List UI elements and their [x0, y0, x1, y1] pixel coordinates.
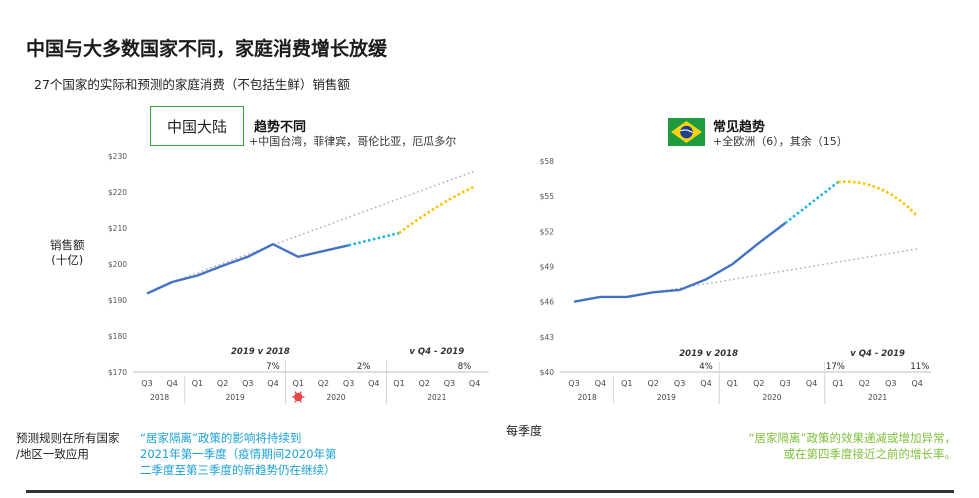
chart1-x-tick-label: Q3	[242, 379, 253, 388]
chart2-forecast-series-line	[837, 180, 919, 217]
chart2-y-tick-label: $52	[540, 227, 555, 236]
chart1-x-tick-label: Q2	[419, 379, 430, 388]
note-mid-line1: “居家隔离”政策的影响将持续到	[140, 431, 302, 445]
chart2-y-tick-label: $49	[540, 263, 555, 272]
chart1-x-tick-label: Q2	[217, 379, 228, 388]
virus-icon-spike	[294, 400, 297, 403]
note-left-line1: 预测规则在所有国家	[16, 431, 120, 445]
x-axis-caption: 每季度	[506, 424, 543, 438]
brazil-flag-icon	[668, 118, 705, 146]
chart1-y-tick-label: $170	[108, 368, 127, 377]
chart1-x-tick-label: Q1	[393, 379, 404, 388]
note-china: “居家隔离”政策的影响将持续到 2021年第一季度（疫情期间2020年第 二季度…	[140, 430, 337, 478]
chart2-y-tick-label: $46	[540, 298, 555, 307]
note-mid-line3: 二季度至第三季度的新趋势仍在继续）	[140, 463, 336, 477]
chart2-year-label: 2019	[657, 393, 676, 402]
chart2-x-tick-label: Q1	[621, 379, 632, 388]
chart2-pct-label-1: 4%	[699, 362, 713, 372]
note-right-line2: 或在第四季度接近之前的增长率。	[783, 447, 957, 461]
chart2-bridge-series-line	[784, 181, 839, 225]
y-axis-label-line2: (十亿)	[51, 253, 84, 267]
chart1-x-tick-label: Q4	[167, 379, 178, 388]
chart1-trend-line	[171, 170, 475, 283]
chart1-x-tick-label: Q1	[192, 379, 203, 388]
y-axis-label-line1: 销售额	[50, 238, 85, 252]
chart1-x-tick-label: Q1	[293, 379, 304, 388]
chart2-x-tick-label: Q3	[568, 379, 579, 388]
chart1-x-tick-label: Q3	[444, 379, 455, 388]
note-left-line2: /地区一致应用	[16, 447, 89, 461]
chart1-x-tick-label: Q3	[343, 379, 354, 388]
virus-icon	[294, 392, 303, 402]
chart2-x-tick-label: Q3	[674, 379, 685, 388]
chart2-compare-left-label: 2019 v 2018	[679, 349, 738, 359]
chart1-actual-series-line	[146, 242, 349, 295]
chart1-year-label: 2018	[150, 393, 169, 402]
chart2-pct-label-2: 17%	[826, 362, 845, 372]
chart2-x-tick-label: Q2	[859, 379, 870, 388]
chart1-compare-left-label: 2019 v 2018	[231, 347, 290, 357]
chart2-x-tick-label: Q4	[595, 379, 606, 388]
chart1-y-tick-label: $180	[108, 332, 127, 341]
china-label-box: 中国大陆	[150, 106, 244, 146]
chart2-year-label: 2020	[762, 393, 781, 402]
chart1-year-label: 2019	[226, 393, 245, 402]
chart1-y-tick-label: $220	[108, 188, 127, 197]
chart2-y-tick-label: $43	[540, 333, 555, 342]
chart1-y-tick-label: $190	[108, 296, 127, 305]
chart2-x-tick-label: Q3	[780, 379, 791, 388]
chart2-x-tick-label: Q1	[727, 379, 738, 388]
chart1-bridge-series-line	[348, 231, 400, 247]
virus-icon-spike	[299, 400, 302, 403]
chart2-x-tick-label: Q4	[806, 379, 817, 388]
chart2-y-tick-label: $55	[540, 192, 555, 201]
chart2-x-tick-label: Q3	[885, 379, 896, 388]
left-header-sub: +中国台湾，菲律宾，哥伦比亚，厄瓜多尔	[249, 135, 457, 148]
left-header-title: 趋势不同	[254, 120, 307, 135]
chart2-pct-label-3: 11%	[910, 362, 929, 372]
chart2-x-tick-label: Q1	[832, 379, 843, 388]
right-header-sub: +全欧洲（6），其余（15）	[713, 135, 848, 148]
chart1-x-tick-label: Q4	[368, 379, 379, 388]
chart2-x-tick-label: Q2	[648, 379, 659, 388]
chart1-x-tick-label: Q4	[267, 379, 278, 388]
chart1-x-tick-label: Q4	[469, 379, 480, 388]
chart1-year-label: 2021	[427, 393, 446, 402]
chart1-y-tick-label: $210	[108, 224, 127, 233]
chart2-x-tick-label: Q4	[700, 379, 711, 388]
note-right-line1: “居家隔离”政策的效果递减或增加异常，	[748, 431, 956, 445]
chart2-y-tick-label: $40	[540, 368, 555, 377]
chart1-y-tick-label: $200	[108, 260, 127, 269]
page-subtitle: 27个国家的实际和预测的家庭消费（不包括生鲜）销售额	[34, 77, 350, 92]
chart2-compare-right-label: v Q4 - 2019	[850, 349, 905, 359]
chart1-pct-label-3: 8%	[458, 362, 472, 372]
note-forecast-rule: 预测规则在所有国家 /地区一致应用	[16, 430, 120, 462]
virus-icon-spike	[299, 391, 302, 394]
y-axis-label: 销售额 (十亿)	[50, 238, 85, 268]
chart1-forecast-series-line	[398, 185, 476, 235]
right-header-title: 常见趋势	[713, 120, 766, 135]
virus-icon-spike	[294, 391, 297, 394]
chart1-year-label: 2020	[326, 393, 345, 402]
chart2-x-tick-label: Q2	[753, 379, 764, 388]
chart1-x-tick-label: Q3	[141, 379, 152, 388]
chart2-year-label: 2018	[578, 393, 597, 402]
bottom-rule	[26, 490, 954, 493]
chart2-actual-series-line	[573, 222, 786, 303]
chart1-pct-label-1: 7%	[266, 362, 280, 372]
chart2-y-tick-label: $58	[540, 157, 555, 166]
note-mid-line2: 2021年第一季度（疫情期间2020年第	[140, 447, 337, 461]
china-label: 中国大陆	[166, 117, 227, 136]
chart1-x-tick-label: Q2	[318, 379, 329, 388]
page-title: 中国与大多数国家不同，家庭消费增长放缓	[26, 38, 388, 60]
chart2-year-label: 2021	[868, 393, 887, 402]
chart1-compare-right-label: v Q4 - 2019	[409, 347, 464, 357]
chart1-pct-label-2: 2%	[357, 362, 371, 372]
chart1-y-tick-label: $230	[108, 152, 127, 161]
chart2-x-tick-label: Q4	[912, 379, 923, 388]
note-common-trend: “居家隔离”政策的效果递减或增加异常， 或在第四季度接近之前的增长率。	[706, 430, 956, 462]
